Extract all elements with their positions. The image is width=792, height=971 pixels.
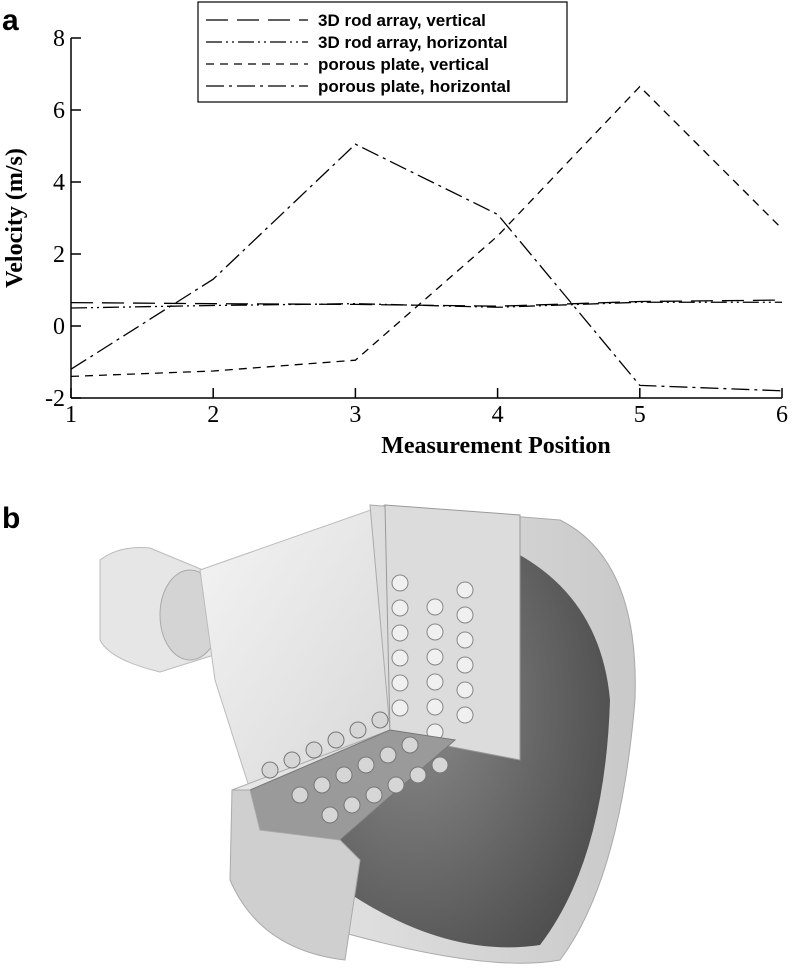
- series-line: [70, 85, 783, 378]
- panel-label: a: [2, 4, 19, 37]
- x-tick-label: 5: [634, 402, 646, 428]
- y-tick-label: 4: [53, 170, 65, 196]
- panel-label: b: [2, 502, 20, 535]
- y-tick-label: 8: [53, 26, 65, 52]
- legend-label: porous plate, vertical: [318, 55, 489, 74]
- x-tick-label: 6: [776, 402, 788, 428]
- x-tick-label: 2: [207, 402, 219, 428]
- rod-frame: [384, 504, 521, 761]
- vertical-rods: [391, 574, 474, 741]
- x-tick-label: 3: [349, 402, 361, 428]
- y-tick-label: 6: [53, 98, 65, 124]
- legend-label: 3D rod array, vertical: [318, 11, 486, 30]
- y-tick-label: 2: [53, 242, 65, 268]
- shell-cut: [229, 789, 361, 961]
- x-tick-label: 1: [65, 402, 77, 428]
- legend-label: porous plate, horizontal: [318, 77, 511, 96]
- series-line: [70, 143, 783, 392]
- x-tick-label: 4: [492, 402, 504, 428]
- y-axis-label: Velocity (m/s): [2, 148, 28, 288]
- x-axis-label: Measurement Position: [381, 433, 611, 459]
- y-tick-label: -2: [45, 386, 65, 412]
- horizontal-rods: [261, 711, 449, 824]
- series-line: [70, 301, 782, 309]
- legend-box: [197, 1, 568, 103]
- y-tick-label: 0: [53, 314, 65, 340]
- render: [99, 504, 636, 964]
- legend-label: 3D rod array, horizontal: [318, 33, 508, 52]
